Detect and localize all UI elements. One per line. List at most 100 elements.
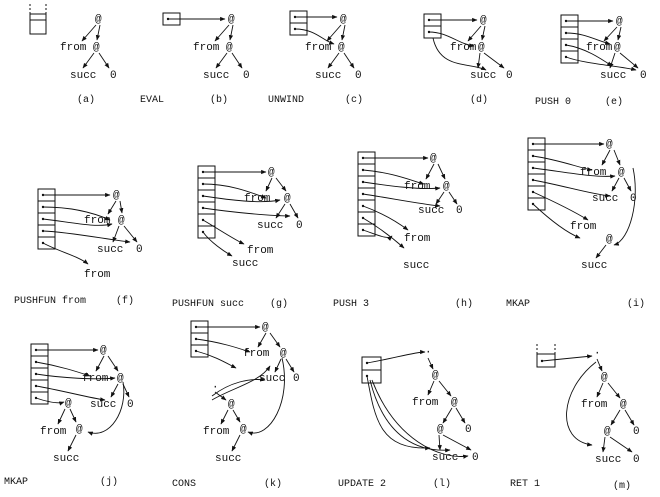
stack-d (423, 13, 442, 39)
succ-label: succ (259, 373, 285, 385)
frame-g: @ @ from succ 0 from succ (g) (197, 165, 303, 310)
instruction-pushfun-from: PUSHFUN from (14, 295, 86, 307)
stack-i (527, 137, 546, 211)
zero-label: 0 (630, 193, 637, 205)
from-label: from (586, 42, 613, 54)
zero-label: 0 (296, 220, 303, 232)
frame-h: @ @ from succ 0 from succ (h) (357, 151, 473, 310)
app-node: @ (284, 193, 291, 205)
app-node: @ (338, 42, 345, 54)
caption-b: (b) (210, 94, 228, 106)
app-node: @ (443, 181, 450, 193)
from-label: from (82, 373, 109, 385)
frame-b: @ @ from succ 0 (b) (162, 12, 250, 106)
app-node: @ (226, 42, 233, 54)
graph-h: @ @ from succ 0 from succ (403, 153, 463, 272)
caption-e: (e) (605, 96, 623, 108)
succ-label: succ (215, 453, 241, 465)
app-node: @ (100, 345, 107, 357)
frame-i: @ @ from succ 0 from @ succ (i) (527, 137, 645, 310)
graph-f: @ @ from succ 0 from (84, 190, 143, 281)
app-node: @ (240, 424, 247, 436)
caption-g: (g) (270, 298, 288, 310)
succ-label: succ (403, 260, 429, 272)
frame-f: @ @ from succ 0 from (f) (37, 188, 143, 307)
app-node: @ (280, 348, 287, 360)
indirection-node: · (425, 347, 432, 359)
graph-a: @ @ from succ 0 (60, 14, 117, 82)
instruction-cons: CONS (172, 479, 196, 490)
frame-e: @ @ from succ 0 (e) (560, 14, 647, 108)
from-label: from (40, 426, 67, 438)
app-node: @ (606, 139, 613, 151)
succ-label: succ (70, 70, 96, 82)
graph-c: @ @ from succ 0 (305, 14, 362, 82)
caption-a: (a) (77, 94, 95, 106)
from-label: from (247, 245, 274, 257)
graph-b: @ @ from succ 0 (193, 14, 250, 82)
stack-g (197, 165, 216, 239)
zero-label: 0 (110, 70, 117, 82)
caption-d: (d) (470, 94, 488, 106)
succ-label: succ (203, 70, 229, 82)
stack-f (37, 188, 56, 250)
succ-label: succ (470, 70, 496, 82)
graph-m: · @ from @ @ 0 succ 0 (581, 348, 640, 466)
from-label: from (412, 397, 439, 409)
app-node: @ (117, 373, 124, 385)
app-node: @ (614, 42, 621, 54)
instruction-pushfun-succ: PUSHFUN succ (172, 299, 244, 310)
app-node: @ (606, 234, 613, 246)
from-label: from (243, 348, 270, 360)
caption-k: (k) (264, 478, 282, 490)
succ-label: succ (581, 260, 607, 272)
succ-label: succ (90, 399, 116, 411)
graph-l: · @ from @ @ 0 succ 0 (412, 347, 479, 464)
instruction-update-2: UPDATE 2 (338, 479, 386, 490)
from-label: from (580, 167, 607, 179)
succ-label: succ (432, 452, 458, 464)
frame-a: @ @ from succ 0 (a) (29, 4, 117, 106)
frame-l: · @ from @ @ 0 succ 0 (l) (361, 347, 479, 490)
app-node: @ (65, 398, 72, 410)
caption-j: (j) (100, 476, 118, 488)
from-label: from (60, 42, 87, 54)
app-node: @ (480, 15, 487, 27)
caption-l: (l) (433, 478, 451, 490)
frame-d: @ @ from succ 0 (d) (423, 13, 513, 106)
zero-label: 0 (355, 70, 362, 82)
succ-label: succ (315, 70, 341, 82)
app-node: @ (451, 397, 458, 409)
instruction-push-0: PUSH 0 (535, 97, 571, 108)
app-node: @ (228, 399, 235, 411)
graph-j: @ @ from succ 0 @ from @ succ (40, 345, 134, 465)
zero-label: 0 (472, 452, 479, 464)
app-node: @ (340, 14, 347, 26)
zero-label: 0 (465, 424, 472, 436)
caption-i: (i) (627, 298, 645, 310)
caption-f: (f) (116, 295, 134, 307)
zero-label: 0 (136, 244, 143, 256)
frame-j: @ @ from succ 0 @ from @ succ (j) (30, 343, 134, 488)
app-node: @ (118, 215, 125, 227)
app-node: @ (616, 16, 623, 28)
instruction-unwind: UNWIND (268, 95, 304, 106)
graph-i: @ @ from succ 0 from @ succ (570, 139, 637, 272)
stack-l (361, 356, 382, 384)
caption-c: (c) (345, 94, 363, 106)
caption-h: (h) (455, 298, 473, 310)
from-label: from (305, 42, 332, 54)
app-node: @ (601, 372, 608, 384)
app-node: @ (262, 322, 269, 334)
instruction-ret-1: RET 1 (510, 479, 540, 490)
app-node: @ (113, 190, 120, 202)
app-node: @ (618, 167, 625, 179)
stack-k (190, 320, 209, 358)
stack-c (289, 10, 308, 36)
caption-m: (m) (613, 480, 631, 492)
app-node: @ (620, 399, 627, 411)
from-label: from (404, 233, 431, 245)
from-label: from (244, 193, 271, 205)
app-node: @ (430, 153, 437, 165)
succ-label: succ (232, 258, 258, 270)
